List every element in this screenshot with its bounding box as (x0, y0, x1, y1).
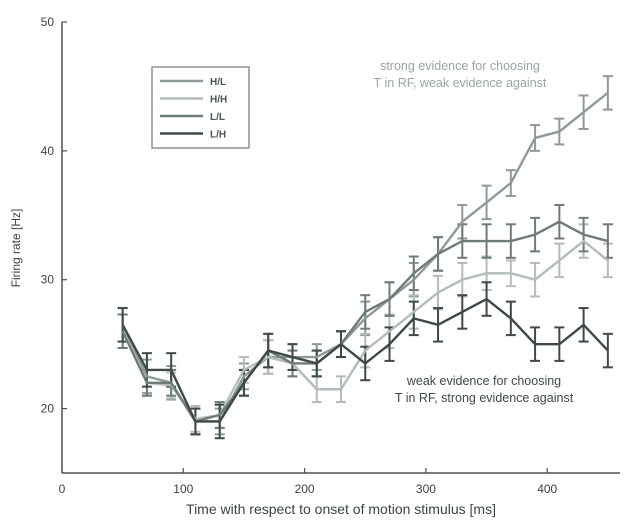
legend-label: L/L (210, 112, 225, 123)
legend: H/L H/H L/L L/H (151, 66, 250, 149)
annotation-text: weak evidence for choosing (406, 374, 561, 388)
series-lines (121, 91, 609, 423)
x-tick-label: 300 (416, 482, 436, 496)
y-tick-label: 40 (41, 144, 55, 158)
x-axis-label: Time with respect to onset of motion sti… (186, 501, 496, 517)
legend-label: H/H (210, 95, 227, 106)
x-tick-label: 400 (537, 482, 557, 496)
x-tick-label: 100 (173, 482, 193, 496)
series-line-l-l (121, 220, 609, 423)
legend-box (151, 66, 250, 149)
legend-label: H/L (210, 77, 226, 88)
annotation-text: T in RF, weak evidence against (374, 76, 547, 90)
annotations: strong evidence for choosing T in RF, wea… (374, 59, 574, 405)
x-tick-label: 0 (59, 482, 66, 496)
y-tick-label: 50 (41, 15, 55, 29)
axes (61, 22, 620, 474)
x-tick-label: 200 (295, 482, 315, 496)
ticks: 0 100 200 300 400 20 30 40 50 (41, 15, 558, 496)
y-tick-label: 30 (41, 273, 55, 287)
annotation-text: strong evidence for choosing (380, 59, 540, 73)
error-bar-l-h (117, 307, 128, 343)
series-line-l-h (121, 297, 609, 423)
series-line-h-h (121, 239, 609, 421)
annotation-text: T in RF, strong evidence against (395, 391, 574, 405)
y-axis-label: Firing rate [Hz] (9, 209, 23, 288)
y-tick-label: 20 (41, 402, 55, 416)
legend-label: L/H (210, 130, 226, 141)
